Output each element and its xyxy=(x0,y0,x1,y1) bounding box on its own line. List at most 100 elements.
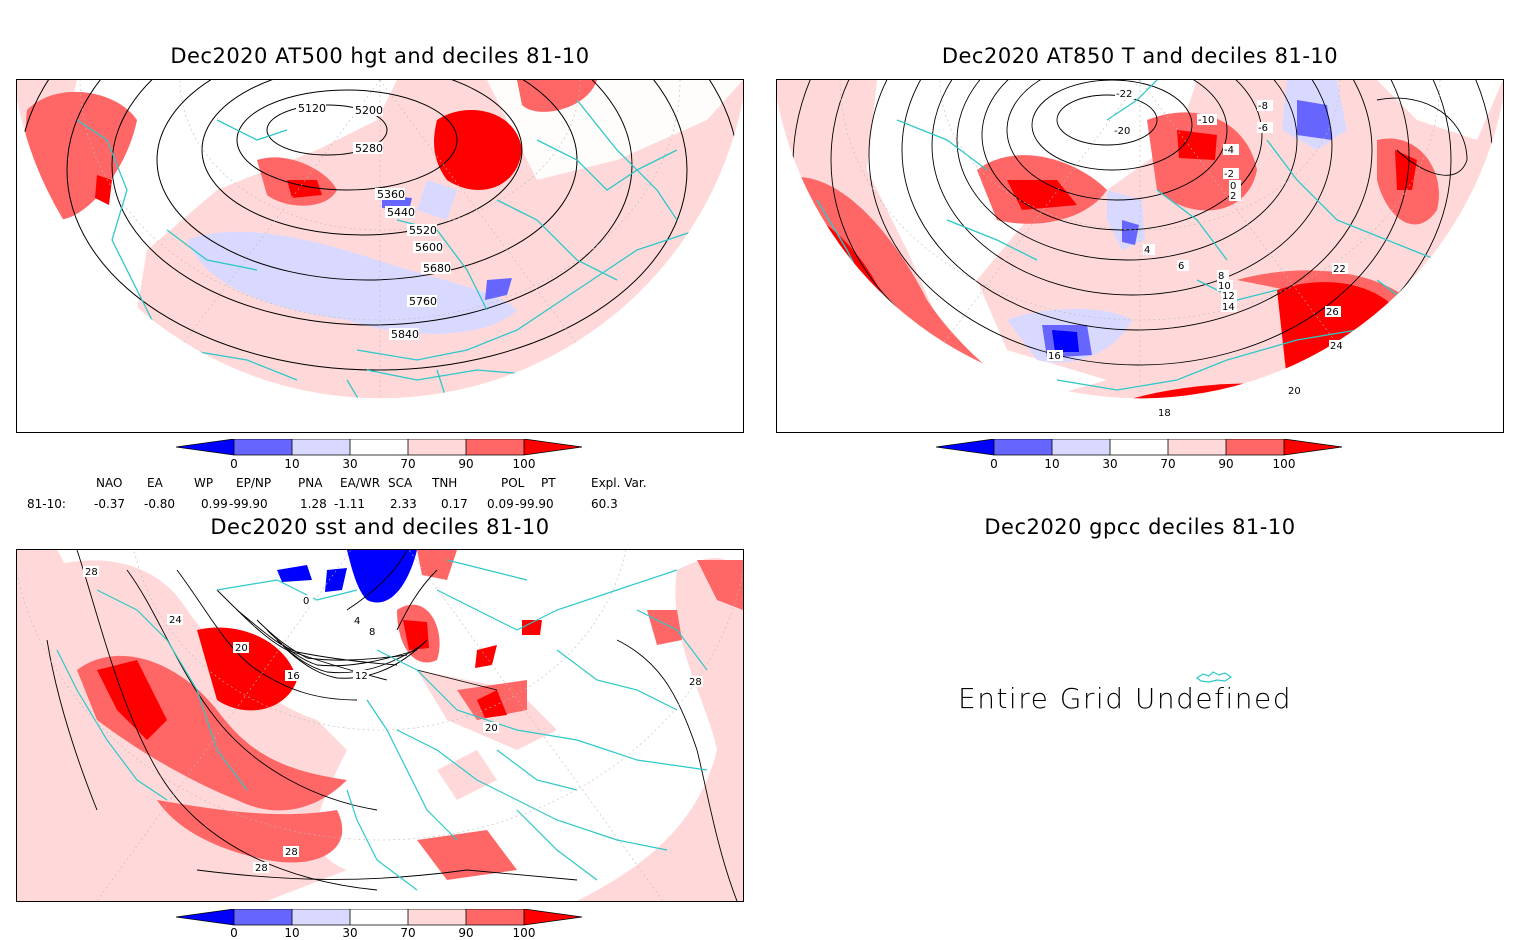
index-value-ea: -0.80 xyxy=(144,497,176,511)
hgt-map: 5120 5200 5280 5360 5440 5520 5600 5680 … xyxy=(17,80,743,399)
colorbar-swatch xyxy=(292,439,350,455)
sst-map: 0 4 8 12 16 20 24 28 28 28 20 28 xyxy=(17,550,743,901)
colorbar-tick: 90 xyxy=(458,926,474,940)
index-value-eawr: -1.11 xyxy=(334,497,366,511)
contour-label: 14 xyxy=(1222,302,1235,313)
contour-label: 2 xyxy=(1230,191,1236,202)
colorbar-swatch xyxy=(234,909,292,925)
index-header-nao: NAO xyxy=(96,476,123,490)
hgt-map-panel: 5120 5200 5280 5360 5440 5520 5600 5680 … xyxy=(16,79,744,433)
index-header-pol: POL xyxy=(501,476,525,490)
colorbar-swatch xyxy=(524,909,582,925)
index-header-wp: WP xyxy=(194,476,214,490)
colorbar-tick: 10 xyxy=(1044,457,1060,471)
contour-label: 4 xyxy=(354,616,360,627)
sst-colorbar xyxy=(176,909,583,926)
contour-label: 12 xyxy=(355,671,368,682)
index-value-pt: -99.90 xyxy=(515,497,554,511)
colorbar-tick: 30 xyxy=(1102,457,1118,471)
colorbar-swatch xyxy=(350,439,408,455)
colorbar-tick: 90 xyxy=(1218,457,1234,471)
colorbar-swatch xyxy=(1052,439,1110,455)
colorbar-tick: 0 xyxy=(990,457,998,471)
contour-label: 24 xyxy=(169,615,182,626)
contour-label: 8 xyxy=(369,627,375,638)
contour-label: 5120 xyxy=(298,102,326,115)
index-value-pol: 0.09 xyxy=(487,497,514,511)
contour-label: 5360 xyxy=(377,188,405,201)
contour-label: 0 xyxy=(303,596,309,607)
gpcc-undefined-message: Entire Grid Undefined xyxy=(958,682,1293,715)
sst-map-panel: 0 4 8 12 16 20 24 28 28 28 20 28 xyxy=(16,549,744,902)
index-value-epnp: -99.90 xyxy=(229,497,268,511)
t850-panel-title: Dec2020 AT850 T and deciles 81-10 xyxy=(941,44,1339,68)
contour-label: 22 xyxy=(1333,264,1346,275)
contour-label: 26 xyxy=(1326,307,1339,318)
colorbar-tick: 0 xyxy=(230,457,238,471)
contour-label: 16 xyxy=(1048,351,1061,362)
t850-contour-labels: -22 -20 -10 -8 -6 -4 -2 0 2 4 6 8 10 12 … xyxy=(1047,88,1348,419)
contour-label: 28 xyxy=(255,863,268,874)
contour-label: 5600 xyxy=(415,241,443,254)
index-header-pna: PNA xyxy=(298,476,323,490)
colorbar-swatch xyxy=(1168,439,1226,455)
index-value-wp: 0.99 xyxy=(201,497,228,511)
t850-map-panel: -22 -20 -10 -8 -6 -4 -2 0 2 4 6 8 10 12 … xyxy=(776,79,1504,433)
contour-label: 16 xyxy=(287,671,300,682)
contour-label: 28 xyxy=(85,567,98,578)
colorbar-swatch xyxy=(234,439,292,455)
contour-label: -6 xyxy=(1258,123,1268,134)
contour-label: 4 xyxy=(1144,245,1150,256)
contour-label: -10 xyxy=(1198,115,1214,126)
index-value-nao: -0.37 xyxy=(94,497,126,511)
gpcc-coastline-fragment xyxy=(1195,671,1233,683)
hgt-colorbar xyxy=(176,439,583,456)
gpcc-panel-title: Dec2020 gpcc deciles 81-10 xyxy=(984,515,1296,539)
colorbar-swatch xyxy=(292,909,350,925)
contour-label: 12 xyxy=(1222,291,1235,302)
hgt-panel-title: Dec2020 AT500 hgt and deciles 81-10 xyxy=(170,44,590,68)
contour-label: -20 xyxy=(1114,126,1130,137)
sst-contour-labels: 0 4 8 12 16 20 24 28 28 28 20 28 xyxy=(83,566,703,874)
index-header-eawr: EA/WR xyxy=(340,476,381,490)
index-value-explvar: 60.3 xyxy=(591,497,618,511)
contour-label: 20 xyxy=(235,643,248,654)
t850-map: -22 -20 -10 -8 -6 -4 -2 0 2 4 6 8 10 12 … xyxy=(777,80,1503,419)
colorbar-tick: 70 xyxy=(400,457,416,471)
colorbar-tick: 100 xyxy=(1272,457,1296,471)
colorbar-tick: 90 xyxy=(458,457,474,471)
index-header-pt: PT xyxy=(541,476,556,490)
contour-label: 5440 xyxy=(387,206,415,219)
colorbar-swatch xyxy=(524,439,582,455)
index-header-ea: EA xyxy=(147,476,163,490)
colorbar-swatch xyxy=(466,909,524,925)
colorbar-tick: 100 xyxy=(512,457,536,471)
colorbar-tick: 70 xyxy=(1160,457,1176,471)
index-value-sca: 2.33 xyxy=(390,497,417,511)
contour-label: 10 xyxy=(1218,281,1231,292)
contour-label: 20 xyxy=(485,723,498,734)
colorbar-tick: 10 xyxy=(284,457,300,471)
colorbar-tick: 100 xyxy=(512,926,536,940)
contour-label: 5680 xyxy=(423,262,451,275)
colorbar-swatch xyxy=(408,909,466,925)
contour-label: 5840 xyxy=(391,328,419,341)
contour-label: 0 xyxy=(1230,181,1236,192)
colorbar-swatch xyxy=(1226,439,1284,455)
hgt-contour-labels: 5120 5200 5280 5360 5440 5520 5600 5680 … xyxy=(296,102,451,341)
colorbar-swatch xyxy=(176,909,234,925)
index-row-label: 81-10: xyxy=(27,497,66,511)
contour-label: 5520 xyxy=(409,224,437,237)
index-header-explvar: Expl. Var. xyxy=(591,476,647,490)
contour-label: 5200 xyxy=(355,104,383,117)
t850-colorbar xyxy=(936,439,1343,456)
contour-label: 18 xyxy=(1158,408,1171,419)
colorbar-tick: 70 xyxy=(400,926,416,940)
colorbar-tick: 10 xyxy=(284,926,300,940)
colorbar-swatch xyxy=(994,439,1052,455)
contour-label: 24 xyxy=(1330,341,1343,352)
contour-label: -2 xyxy=(1224,169,1234,180)
sst-panel-title: Dec2020 sst and deciles 81-10 xyxy=(210,515,550,539)
index-header-epnp: EP/NP xyxy=(236,476,272,490)
colorbar-swatch xyxy=(350,909,408,925)
